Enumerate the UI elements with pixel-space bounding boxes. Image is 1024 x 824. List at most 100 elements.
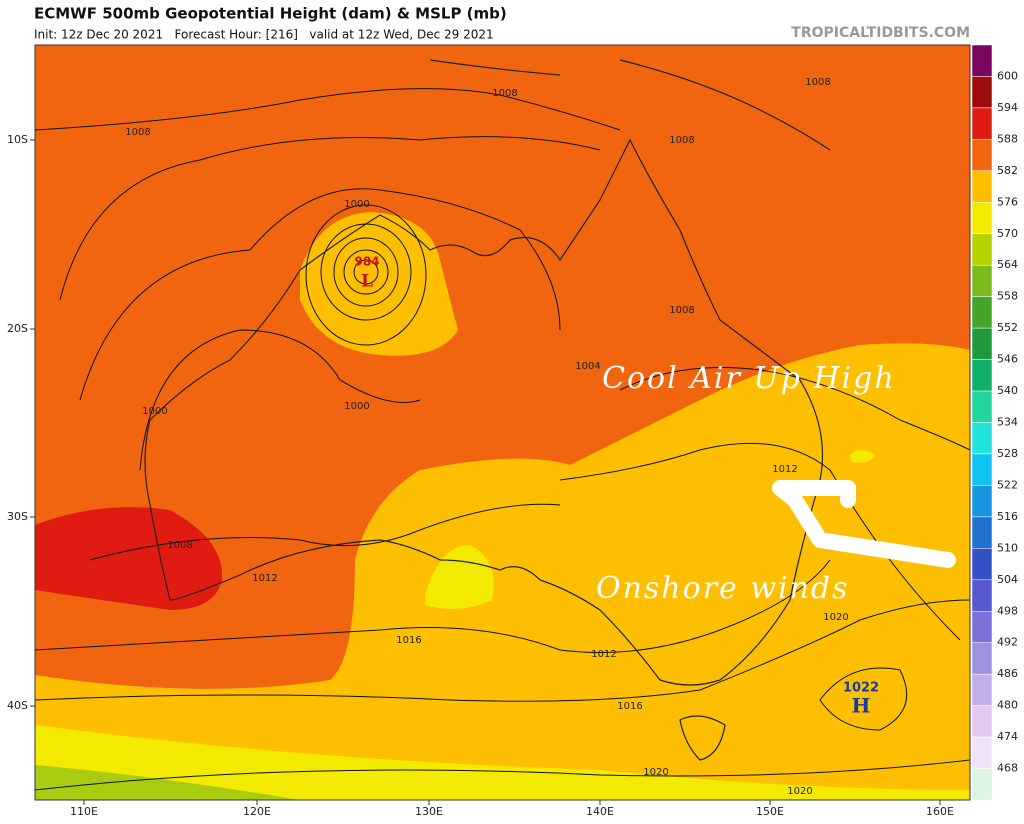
- low-pressure: 984: [354, 255, 379, 269]
- contour-label: 1012: [772, 464, 797, 475]
- colorbar-label: 582: [997, 164, 1018, 177]
- contour-label: 1020: [823, 612, 848, 623]
- coastline: [429, 59, 831, 151]
- colorbar-swatch: [971, 264, 993, 297]
- coastline: [679, 715, 726, 761]
- colorbar-label: 558: [997, 290, 1018, 303]
- contour-label: 1016: [396, 635, 421, 646]
- axis-labels: 10S 20S 30S 40S 110E 120E 130E 140E 150E 160E: [7, 133, 954, 818]
- colorbar-label: 588: [997, 132, 1018, 145]
- colorbar-label: 570: [997, 227, 1018, 240]
- lon-label: 120E: [243, 805, 271, 818]
- lon-label: 130E: [415, 805, 443, 818]
- colorbar-swatch: [971, 44, 993, 77]
- colorbar-label: 600: [997, 69, 1018, 82]
- contour-label: 1008: [492, 88, 517, 99]
- annotation: Cool Air Up High: [602, 361, 896, 396]
- lon-label: 150E: [756, 805, 784, 818]
- site-credit: TROPICALTIDBITS.COM: [791, 25, 970, 41]
- map: 1008 1008 1008 1008 1000 1000 1000 1004 …: [34, 44, 971, 801]
- colorbar-label: 516: [997, 510, 1018, 523]
- colorbar-swatch: [971, 548, 993, 581]
- low-symbol: L: [361, 272, 373, 292]
- colorbar-swatch: [971, 327, 993, 360]
- colorbar-swatch: [971, 359, 993, 392]
- arrow: [772, 480, 956, 568]
- contour-label: 1000: [344, 401, 369, 412]
- map-frame: [34, 44, 971, 801]
- contour-label: 1020: [787, 786, 812, 797]
- colorbar-label: 480: [997, 699, 1018, 712]
- colorbar-swatch: [971, 736, 993, 769]
- height-fill: [425, 545, 494, 609]
- colorbar-swatch: [971, 76, 993, 109]
- contour-label: 1008: [805, 77, 830, 88]
- height-fill: [300, 212, 458, 356]
- height-fill: [35, 765, 300, 800]
- colorbar-swatch: [971, 202, 993, 235]
- colorbar-swatch: [971, 673, 993, 706]
- colorbar-label: 498: [997, 604, 1018, 617]
- subtitle: Init: 12z Dec 20 2021 Forecast Hour: [21…: [34, 28, 494, 42]
- colorbar-swatch: [971, 422, 993, 455]
- colorbar-label: 528: [997, 447, 1018, 460]
- colorbar-label: 534: [997, 416, 1018, 429]
- colorbar-label: 576: [997, 195, 1018, 208]
- high-pressure: 1022: [843, 681, 879, 696]
- colorbar-swatch: [971, 139, 993, 172]
- lat-label: 20S: [7, 322, 28, 335]
- colorbar-swatch: [971, 642, 993, 675]
- colorbar-swatch: [971, 170, 993, 203]
- colorbar-label: 492: [997, 636, 1018, 649]
- colorbar-label: 540: [997, 384, 1018, 397]
- colorbar-swatch: [971, 296, 993, 329]
- height-fill: [35, 343, 970, 800]
- annotation: Onshore winds: [596, 571, 850, 606]
- contour-label: 1008: [669, 135, 694, 146]
- colorbar-swatch: [971, 453, 993, 486]
- colorbar-swatch: [971, 579, 993, 612]
- colorbar-swatch: [971, 485, 993, 518]
- colorbar-swatch: [971, 768, 993, 801]
- coastline: [144, 138, 824, 686]
- colorbar-label: 474: [997, 730, 1018, 743]
- colorbar-label: 552: [997, 321, 1018, 334]
- contour-label: 1008: [669, 305, 694, 316]
- colorbar-swatch: [971, 516, 993, 549]
- colorbar-swatch: [971, 611, 993, 643]
- height-fill: [35, 507, 223, 610]
- colorbar-label: 546: [997, 353, 1018, 366]
- lon-label: 160E: [926, 805, 954, 818]
- high-symbol: H: [852, 694, 871, 718]
- colorbar-label: 468: [997, 762, 1018, 775]
- colorbar-swatch: [971, 390, 993, 423]
- colorbar-swatch: [971, 107, 993, 140]
- title: ECMWF 500mb Geopotential Height (dam) & …: [34, 5, 507, 23]
- colorbar-label: 594: [997, 101, 1018, 114]
- contour-label: 1016: [617, 701, 642, 712]
- contour-label: 1004: [575, 361, 600, 372]
- isobars: [35, 88, 970, 791]
- contour-label: 1020: [643, 767, 668, 778]
- contour-label: 1008: [125, 127, 150, 138]
- contour-label: 1000: [142, 406, 167, 417]
- contour-label: 1000: [344, 199, 369, 210]
- contour-label: 1012: [591, 649, 616, 660]
- colorbar-label: 522: [997, 478, 1018, 491]
- contour-label: 1008: [167, 540, 192, 551]
- contour-label: 1012: [252, 573, 277, 584]
- colorbar-swatch: [971, 705, 993, 738]
- colorbar-label: 564: [997, 258, 1018, 271]
- lat-label: 40S: [7, 699, 28, 712]
- colorbar-label: 510: [997, 541, 1018, 554]
- colorbar: 600 594 588 582 576 570 564 558 552 546 540 534 528 5…: [971, 44, 1018, 801]
- height-fill: [850, 450, 875, 463]
- lat-label: 10S: [7, 133, 28, 146]
- colorbar-label: 486: [997, 667, 1018, 680]
- lon-label: 110E: [70, 805, 98, 818]
- colorbar-label: 504: [997, 573, 1018, 586]
- colorbar-swatch: [971, 233, 993, 266]
- lat-label: 30S: [7, 510, 28, 523]
